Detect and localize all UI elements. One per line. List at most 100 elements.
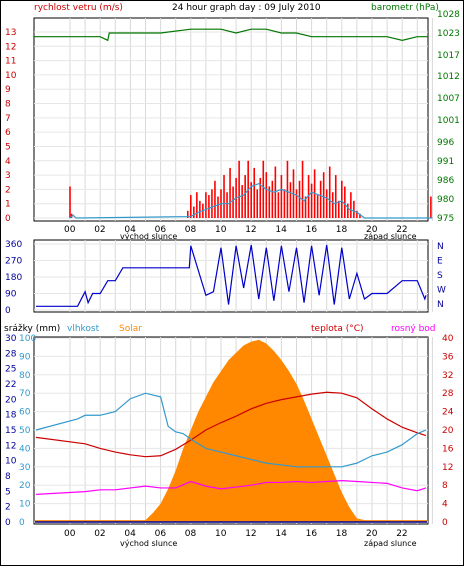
compass-tick: N xyxy=(437,242,444,252)
humidity-tick: 90 xyxy=(19,352,31,362)
rain-tick: 5 xyxy=(5,487,11,497)
direction-tick: 270 xyxy=(5,257,22,267)
rain-tick: 12 xyxy=(5,441,16,451)
hour-tick-label: 18 xyxy=(336,225,348,235)
hour-tick-label: 20 xyxy=(366,529,378,539)
rain-tick: 10 xyxy=(5,457,17,467)
hour-tick-label: 16 xyxy=(306,529,318,539)
hour-tick-label: 16 xyxy=(306,225,318,235)
solar-area xyxy=(35,339,427,522)
dewpoint-line xyxy=(35,479,427,495)
temperature-tick: 12 xyxy=(442,463,453,473)
wind-speed-tick: 4 xyxy=(5,157,11,167)
barometer-tick: 1001 xyxy=(437,116,460,126)
temperature-tick: 28 xyxy=(442,389,454,399)
wind-speed-tick: 11 xyxy=(5,57,16,67)
humidity-tick: 20 xyxy=(19,481,31,491)
temperature-tick: 36 xyxy=(442,352,454,362)
hour-tick-label: 20 xyxy=(366,225,378,235)
hour-tick-label: 10 xyxy=(215,225,227,235)
hour-tick-label: 12 xyxy=(245,225,256,235)
hour-tick-label: 10 xyxy=(215,529,227,539)
wind-speed-tick: 7 xyxy=(5,114,11,124)
direction-tick: 0 xyxy=(5,306,11,316)
barometer-tick: 991 xyxy=(437,157,454,167)
humidity-tick: 70 xyxy=(19,389,31,399)
dewpoint-label: rosný bod xyxy=(391,324,436,334)
humidity-tick: 40 xyxy=(19,444,31,454)
wind-speed-tick: 5 xyxy=(5,142,11,152)
sunset-label-1: západ slunce xyxy=(364,232,417,241)
rain-label: srážky (mm) xyxy=(4,324,60,334)
hour-tick-label: 08 xyxy=(185,225,197,235)
hour-tick-label: 08 xyxy=(185,529,197,539)
humidity-tick: 80 xyxy=(19,371,31,381)
wind-speed-tick: 0 xyxy=(5,214,11,224)
wind-speed-tick: 13 xyxy=(5,28,16,38)
wind-speed-tick: 2 xyxy=(5,185,11,195)
humidity-line xyxy=(35,392,427,468)
rain-tick: 20 xyxy=(5,395,17,405)
direction-tick: 360 xyxy=(5,240,22,250)
humidity-tick: 100 xyxy=(19,334,36,344)
sunrise-label-1: východ slunce xyxy=(120,232,177,241)
rain-tick: 30 xyxy=(5,334,17,344)
sunrise-label-3: východ slunce xyxy=(120,539,177,548)
temperature-tick: 24 xyxy=(442,408,454,418)
temperature-line xyxy=(35,391,427,458)
humidity-tick: 0 xyxy=(19,518,25,528)
compass-tick: W xyxy=(437,286,446,296)
temperature-tick: 4 xyxy=(442,500,448,510)
barometer-line xyxy=(34,28,428,42)
hour-tick-label: 00 xyxy=(64,225,76,235)
rain-tick: 25 xyxy=(5,365,16,375)
barometer-tick: 986 xyxy=(437,176,454,186)
temperature-tick: 20 xyxy=(442,426,454,436)
graph-title: 24 hour graph day : 09 July 2010 xyxy=(172,3,321,13)
panel-wind-direction xyxy=(33,239,429,313)
direction-tick: 180 xyxy=(5,273,22,283)
rain-tick: 22 xyxy=(5,380,16,390)
hour-tick-label: 14 xyxy=(275,225,287,235)
wind-speed-tick: 8 xyxy=(5,100,11,110)
hour-tick-label: 18 xyxy=(336,529,348,539)
hour-tick-label: 14 xyxy=(275,529,287,539)
temperature-tick: 32 xyxy=(442,371,453,381)
barometer-tick: 1017 xyxy=(437,51,460,61)
hour-tick-label: 22 xyxy=(396,225,407,235)
rain-tick: 28 xyxy=(5,349,17,359)
wind-speed-tick: 10 xyxy=(5,71,17,81)
compass-tick: N xyxy=(437,300,444,310)
humidity-tick: 30 xyxy=(19,463,31,473)
hour-tick-label: 04 xyxy=(124,225,136,235)
hour-tick-label: 06 xyxy=(155,225,167,235)
avg-wind-line xyxy=(69,182,433,219)
sunset-label-3: západ slunce xyxy=(364,539,417,548)
temperature-tick: 16 xyxy=(442,444,454,454)
solar-label: Solar xyxy=(119,324,142,334)
hour-tick-label: 12 xyxy=(245,529,256,539)
wind-direction-line xyxy=(36,244,427,307)
wind-speed-label: rychlost vetru (m/s) xyxy=(34,3,123,13)
wind-speed-tick: 3 xyxy=(5,171,11,181)
barometer-tick: 1028 xyxy=(437,10,460,20)
temperature-label: teplota (°C) xyxy=(311,324,364,334)
hour-tick-label: 00 xyxy=(64,529,76,539)
direction-tick: 90 xyxy=(5,290,17,300)
hour-tick-label: 02 xyxy=(94,529,105,539)
hour-tick-label: 22 xyxy=(396,529,407,539)
temperature-tick: 0 xyxy=(442,518,448,528)
wind-speed-tick: 12 xyxy=(5,42,16,52)
temperature-tick: 8 xyxy=(442,481,448,491)
temperature-tick: 40 xyxy=(442,334,454,344)
barometer-tick: 1023 xyxy=(437,29,460,39)
rain-tick: 8 xyxy=(5,472,11,482)
rain-tick: 2 xyxy=(5,503,11,513)
humidity-label: vlhkost xyxy=(67,324,100,334)
barometer-tick: 980 xyxy=(437,195,454,205)
barometer-tick: 996 xyxy=(437,138,454,148)
hour-tick-label: 06 xyxy=(155,529,167,539)
compass-tick: S xyxy=(437,271,443,281)
